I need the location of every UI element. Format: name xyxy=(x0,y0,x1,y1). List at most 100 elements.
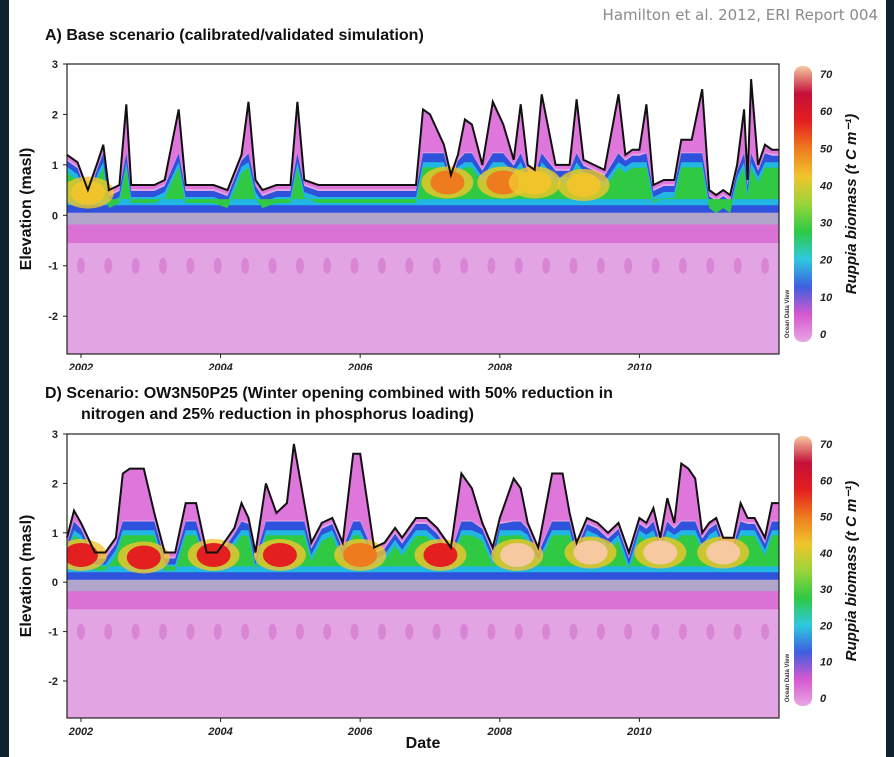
sediment-speckle xyxy=(295,623,304,640)
y-tick-label: 1 xyxy=(52,160,58,172)
y-tick-label: 1 xyxy=(52,528,58,540)
x-tick-label: 2002 xyxy=(68,362,93,370)
colorbar xyxy=(794,66,812,342)
biomass-patch xyxy=(517,170,552,195)
biomass-patch xyxy=(262,543,297,568)
sediment-speckle xyxy=(761,257,770,274)
sediment-speckle xyxy=(350,257,359,274)
sediment-speckle xyxy=(733,623,742,640)
x-tick-label: 2006 xyxy=(347,362,373,370)
sediment-speckle xyxy=(596,257,605,274)
sediment-speckle xyxy=(131,257,140,274)
sediment-speckle xyxy=(323,257,332,274)
sediment-speckle xyxy=(241,257,250,274)
sediment-speckle xyxy=(514,623,523,640)
y-tick-label: -1 xyxy=(48,627,58,639)
y-tick-label: -1 xyxy=(48,261,58,273)
biomass-patch xyxy=(500,543,535,568)
sediment-speckle xyxy=(186,257,195,274)
biomass-patch xyxy=(430,170,465,195)
sediment-band xyxy=(67,224,779,244)
sediment-speckle xyxy=(761,623,770,640)
water-level-line xyxy=(66,443,779,556)
interface-band xyxy=(67,579,779,592)
sediment-speckle xyxy=(104,623,113,640)
y-tick-label: -2 xyxy=(48,311,58,323)
colorbar-tick-label: 10 xyxy=(820,657,833,669)
panel-a-title: A) Base scenario (calibrated/validated s… xyxy=(45,27,424,44)
y-tick-label: 2 xyxy=(52,478,58,490)
sediment-speckle xyxy=(241,623,250,640)
surface-layer xyxy=(67,443,779,557)
sediment-speckle xyxy=(186,623,195,640)
x-tick-label: 2002 xyxy=(68,726,93,738)
sediment-speckle xyxy=(624,257,633,274)
colorbar-tick-label: 30 xyxy=(820,218,833,230)
colorbar-tick-label: 40 xyxy=(819,180,833,192)
colorbar-tick-label: 70 xyxy=(820,69,833,81)
x-axis-label: Date xyxy=(406,735,441,752)
colorbar-tick-label: 60 xyxy=(820,475,833,487)
sediment-speckle xyxy=(706,257,715,274)
x-tick-label: 2006 xyxy=(347,726,373,738)
sediment-speckle xyxy=(377,257,386,274)
x-tick-label: 2004 xyxy=(207,362,232,370)
colorbar-tick-label: 60 xyxy=(820,106,833,118)
watermark-text: Ocean Data View xyxy=(785,654,791,703)
colorbar xyxy=(794,436,812,706)
biomass-patch xyxy=(573,540,608,565)
sediment-speckle xyxy=(678,623,687,640)
sediment-speckle xyxy=(487,623,496,640)
y-axis-label: Elevation (masl) xyxy=(18,515,35,638)
watermark-text: Ocean Data View xyxy=(785,290,791,339)
y-tick-label: 3 xyxy=(52,59,58,71)
colorbar-tick-label: 70 xyxy=(820,439,833,451)
sediment-speckle xyxy=(295,257,304,274)
sediment-speckle xyxy=(350,623,359,640)
sediment-speckle xyxy=(542,623,551,640)
sediment-speckle xyxy=(405,623,414,640)
sediment-speckle xyxy=(569,623,578,640)
water-level-line xyxy=(66,79,779,197)
sediment-speckle xyxy=(159,623,168,640)
figure-panel: Hamilton et al. 2012, ERI Report 004 A) … xyxy=(9,0,886,757)
x-tick-label: 2010 xyxy=(626,362,652,370)
sediment-speckle xyxy=(569,257,578,274)
colorbar-tick-label: 10 xyxy=(820,292,833,304)
y-tick-label: 0 xyxy=(52,210,58,222)
sediment-speckle xyxy=(377,623,386,640)
colorbar-label: Ruppia biomass (t C m⁻¹) xyxy=(843,481,860,661)
colorbar-tick-label: 50 xyxy=(820,512,833,524)
sediment-speckle xyxy=(268,257,277,274)
colorbar-tick-label: 20 xyxy=(819,255,833,267)
sediment-band xyxy=(67,591,779,610)
y-axis-label: Elevation (masl) xyxy=(18,148,35,271)
sediment-speckle xyxy=(596,623,605,640)
interface-band xyxy=(67,212,779,225)
biomass-patch xyxy=(196,543,231,568)
y-tick-label: 3 xyxy=(52,429,58,441)
sediment-speckle xyxy=(268,623,277,640)
heatmap-layers xyxy=(67,64,779,354)
sediment-speckle xyxy=(76,623,85,640)
sediment-speckle xyxy=(432,257,441,274)
panel-d-title-line-1: D) Scenario: OW3N50P25 (Winter opening c… xyxy=(45,385,613,402)
sediment-speckle xyxy=(651,623,660,640)
sediment-speckle xyxy=(706,623,715,640)
x-tick-label: 2010 xyxy=(626,726,652,738)
sediment-speckle xyxy=(514,257,523,274)
biomass-patch xyxy=(67,543,98,568)
plot-frame xyxy=(66,63,780,355)
colorbar-label: Ruppia biomass (t C m⁻¹) xyxy=(843,114,860,294)
plot-frame xyxy=(66,433,780,719)
x-tick-label: 2008 xyxy=(487,362,513,370)
sediment-speckle xyxy=(213,623,222,640)
biomass-patch xyxy=(566,173,601,198)
x-tick-label: 2008 xyxy=(487,726,513,738)
y-tick-label: 2 xyxy=(52,109,58,121)
panel-d-title-line-2: nitrogen and 25% reduction in phosphorus… xyxy=(81,406,474,423)
colorbar-tick-label: 50 xyxy=(820,143,833,155)
colorbar-tick-label: 30 xyxy=(820,584,833,596)
sediment-speckle xyxy=(624,623,633,640)
